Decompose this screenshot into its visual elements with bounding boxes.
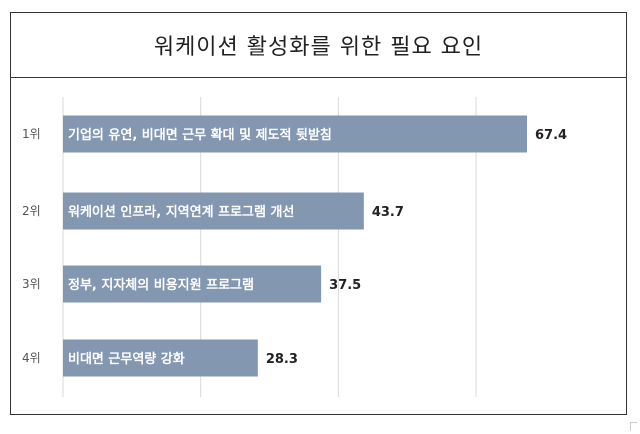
data-label: 43.7 [372, 205, 404, 220]
category-label: 1위 [22, 127, 41, 141]
bar-text-label: 정부, 지자체의 비용지원 프로그램 [68, 277, 254, 293]
data-label: 28.3 [266, 352, 298, 367]
bar [63, 339, 258, 377]
category-label: 3위 [22, 277, 41, 291]
chart-title: 워케이션 활성화를 위한 필요 요인 [153, 35, 484, 60]
bar-text-label: 비대면 근무역량 강화 [68, 351, 185, 367]
data-label: 67.4 [535, 128, 567, 143]
category-label: 2위 [22, 204, 41, 218]
bar-text-label: 기업의 유연, 비대면 근무 확대 및 제도적 뒷받침 [68, 127, 332, 143]
corner-mark [630, 422, 637, 431]
bar [63, 192, 364, 230]
data-label: 37.5 [329, 278, 361, 293]
category-label: 4위 [22, 351, 41, 365]
title-box: 워케이션 활성화를 위한 필요 요인 [11, 13, 626, 78]
bar [63, 265, 322, 303]
bar [63, 115, 527, 153]
bar-text-label: 워케이션 인프라, 지역연계 프로그램 개선 [68, 204, 294, 220]
